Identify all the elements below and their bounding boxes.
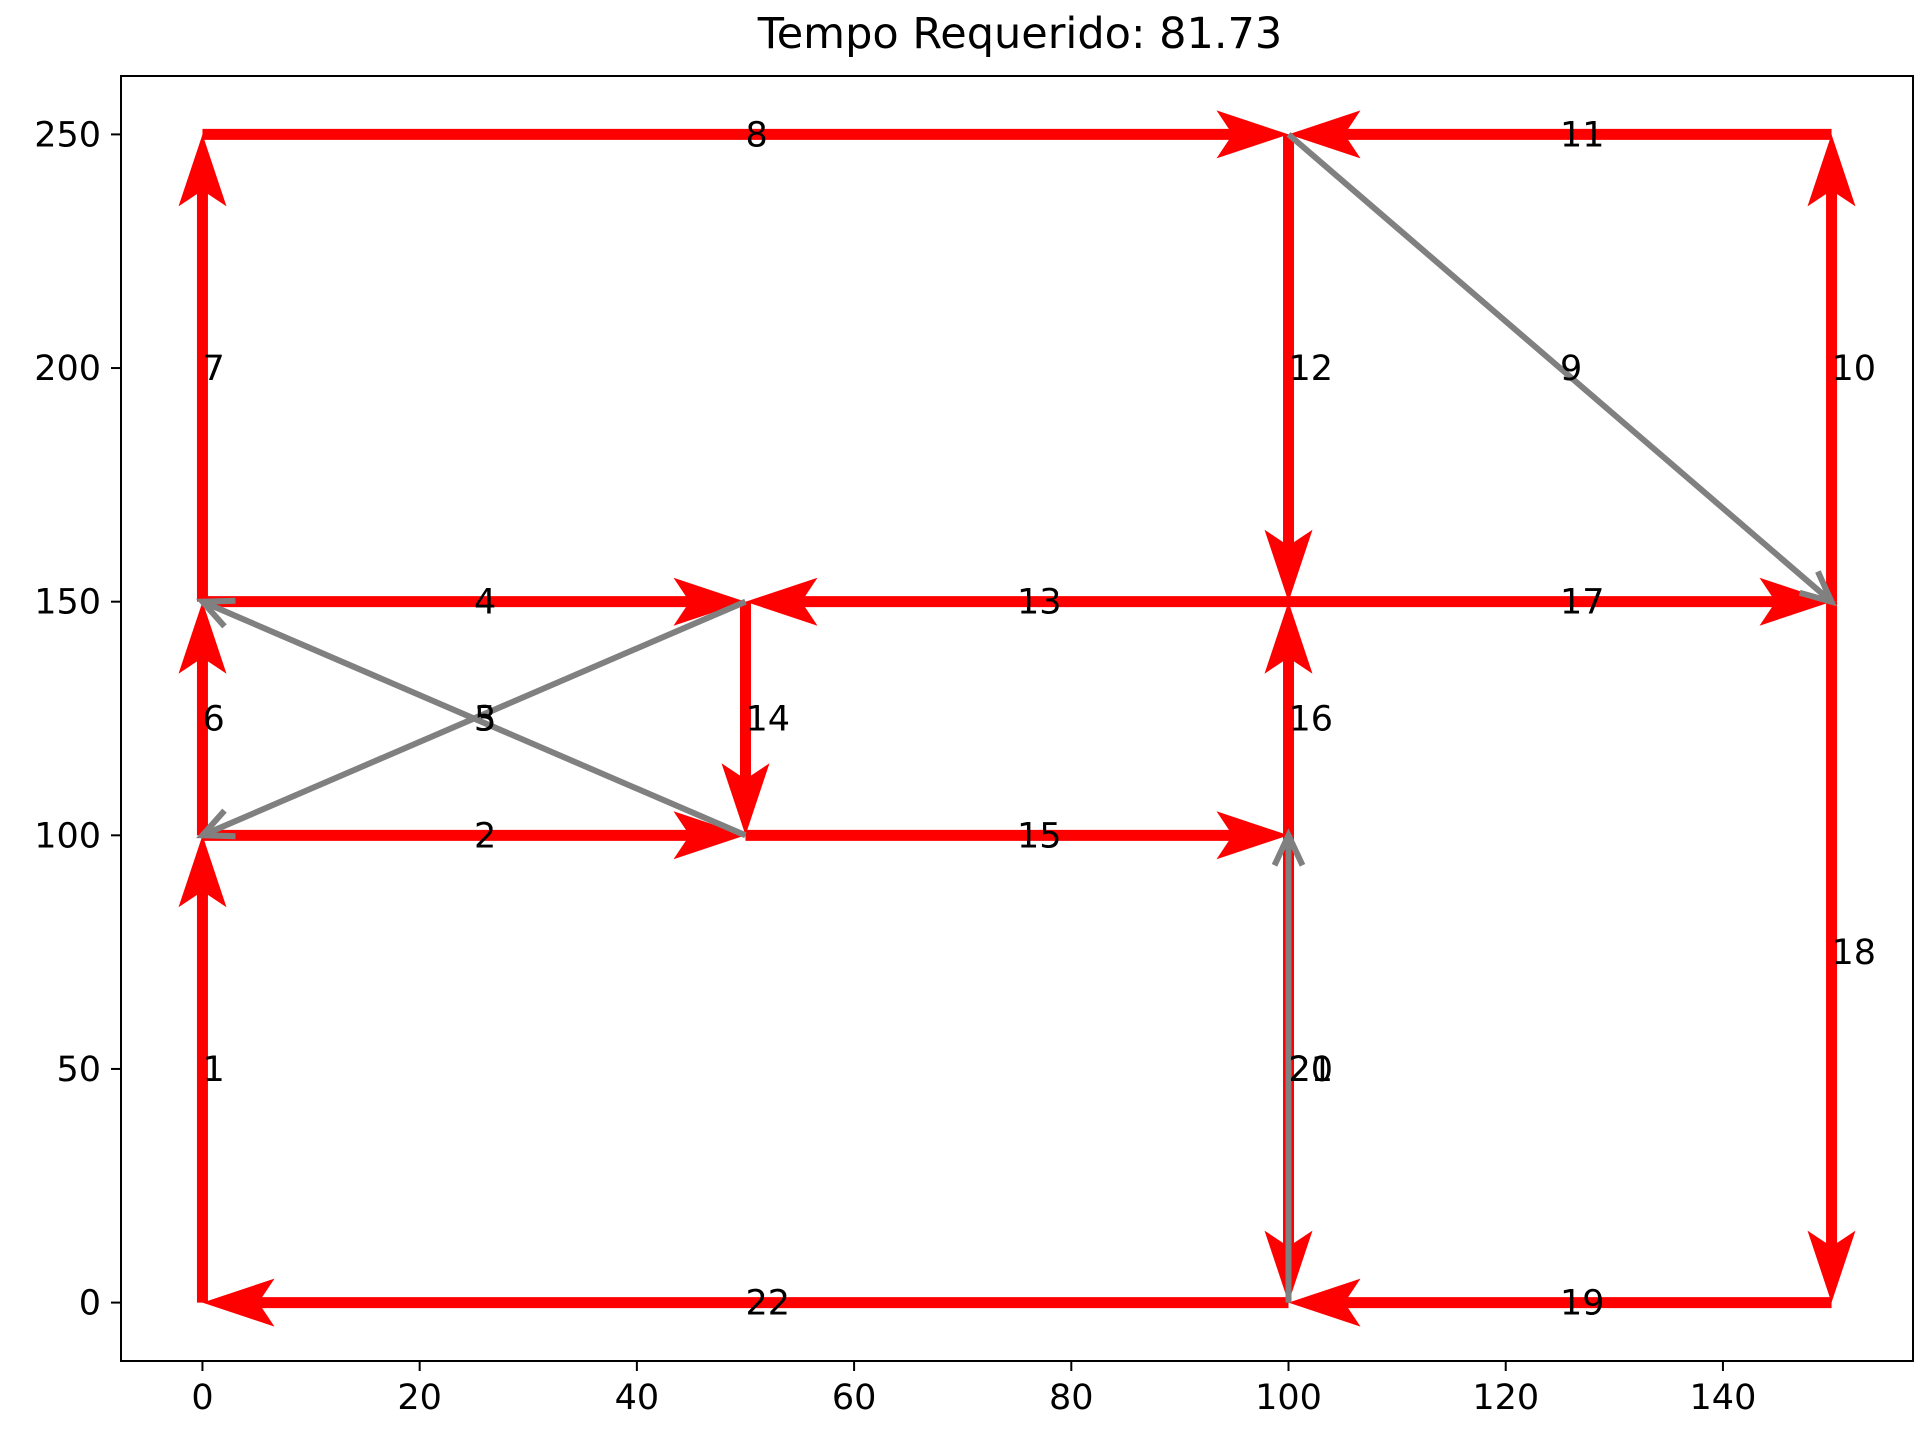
edge-label-6: 6	[202, 700, 224, 740]
edge-9	[1286, 132, 1837, 607]
chart-title: Tempo Requerido: 81.73	[757, 9, 1282, 59]
edge-label-19: 19	[1560, 1284, 1605, 1324]
edge-19	[1288, 1278, 1832, 1327]
edge-arrowhead-2	[673, 811, 746, 860]
edge-10	[1807, 134, 1856, 602]
edge-label-20: 20	[1289, 1050, 1334, 1090]
y-tick-label: 250	[34, 115, 101, 155]
edge-label-12: 12	[1289, 349, 1334, 389]
edge-arrowhead-3	[195, 808, 236, 840]
edge-line-9	[1286, 132, 1834, 604]
edge-label-4: 4	[474, 583, 496, 623]
axes-frame	[120, 75, 1914, 1362]
edge-2	[202, 811, 746, 860]
edge-arrowhead-1	[178, 835, 227, 908]
edge-label-9: 9	[1560, 349, 1582, 389]
x-tick-label: 20	[397, 1378, 442, 1418]
y-tick-label: 150	[34, 583, 101, 623]
edge-label-2: 2	[474, 816, 496, 856]
edge-arrowhead-21	[1271, 828, 1306, 867]
edge-14	[721, 601, 770, 836]
edge-arrowhead-16	[1264, 601, 1313, 674]
x-tick-label: 40	[615, 1378, 660, 1418]
edge-16	[1264, 601, 1313, 836]
edge-label-10: 10	[1832, 349, 1877, 389]
edge-arrowhead-14	[721, 763, 770, 836]
edge-8	[202, 110, 1289, 159]
edge-label-8: 8	[745, 115, 767, 155]
edge-label-17: 17	[1560, 583, 1605, 623]
edge-arrowhead-10	[1807, 134, 1856, 207]
edge-label-5: 5	[474, 700, 496, 740]
edge-line-5	[201, 598, 747, 839]
edge-1	[178, 835, 227, 1303]
edge-18	[1807, 601, 1856, 1303]
edge-label-18: 18	[1832, 933, 1877, 973]
edge-17	[1288, 577, 1832, 626]
x-tick-label: 100	[1255, 1378, 1322, 1418]
x-tick-label: 0	[191, 1378, 213, 1418]
edge-7	[178, 134, 227, 602]
edge-arrowhead-9	[1798, 570, 1837, 607]
edge-arrowhead-8	[1216, 110, 1289, 159]
y-tick-label: 200	[34, 349, 101, 389]
edge-label-14: 14	[745, 700, 790, 740]
edge-label-22: 22	[745, 1284, 790, 1324]
edge-arrowhead-22	[202, 1278, 275, 1327]
edge-5	[195, 597, 747, 839]
edge-6	[178, 601, 227, 836]
edge-label-7: 7	[202, 349, 224, 389]
edge-11	[1288, 110, 1832, 159]
edge-15	[745, 811, 1289, 860]
y-tick-label: 100	[34, 816, 101, 856]
x-tick-label: 140	[1690, 1378, 1757, 1418]
x-tick-label: 80	[1049, 1378, 1094, 1418]
edge-arrowhead-6	[178, 601, 227, 674]
edge-arrowhead-12	[1264, 529, 1313, 602]
edge-4	[202, 577, 746, 626]
edge-21	[1271, 828, 1306, 1303]
edge-arrowhead-5	[195, 597, 236, 629]
edge-13	[745, 577, 1289, 626]
edge-arrowhead-19	[1288, 1278, 1361, 1327]
y-tick-label: 0	[79, 1284, 101, 1324]
edge-label-16: 16	[1289, 700, 1334, 740]
edge-arrowhead-13	[745, 577, 818, 626]
edge-arrowhead-7	[178, 134, 227, 207]
x-tick-label: 120	[1472, 1378, 1539, 1418]
edge-arrowhead-17	[1759, 577, 1832, 626]
edge-label-13: 13	[1017, 583, 1062, 623]
x-tick-label: 60	[832, 1378, 877, 1418]
edge-arrowhead-18	[1807, 1230, 1856, 1303]
edge-label-3: 3	[474, 700, 496, 740]
edge-label-21: 21	[1289, 1050, 1334, 1090]
edge-label-15: 15	[1017, 816, 1062, 856]
edge-label-1: 1	[202, 1050, 224, 1090]
edge-12	[1264, 134, 1313, 602]
y-tick-label: 50	[56, 1050, 101, 1090]
edge-label-11: 11	[1560, 115, 1605, 155]
edges-layer	[178, 110, 1856, 1327]
edge-arrowhead-11	[1288, 110, 1361, 159]
edge-arrowhead-4	[673, 577, 746, 626]
edge-22	[202, 1278, 1289, 1327]
edge-arrowhead-15	[1216, 811, 1289, 860]
